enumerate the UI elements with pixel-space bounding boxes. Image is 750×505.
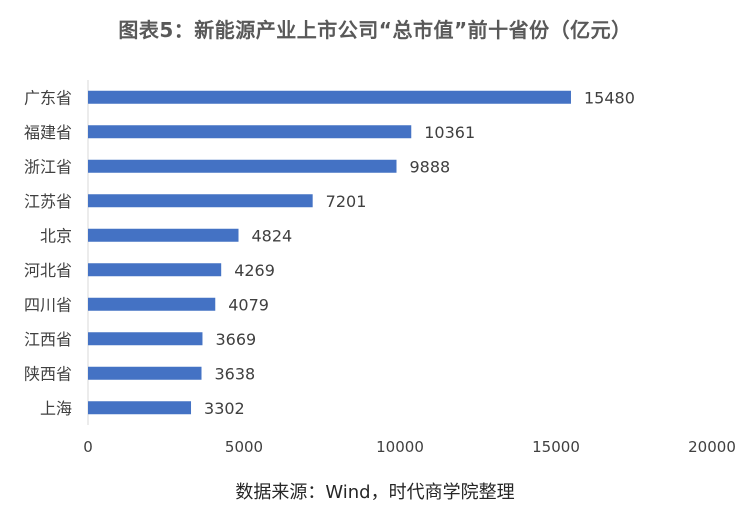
data-label: 7201 [326, 192, 367, 211]
data-label: 4079 [228, 295, 269, 314]
source-note: 数据来源：Wind，时代商学院整理 [235, 482, 515, 503]
chart-title: 图表5：新能源产业上市公司“总市值”前十省份（亿元） [118, 18, 632, 42]
bar-10 [88, 401, 192, 415]
bar-7 [88, 297, 216, 311]
category-label: 陕西省 [24, 364, 72, 383]
category-label: 北京 [40, 226, 72, 245]
bar-3 [88, 159, 397, 173]
category-label: 浙江省 [24, 157, 72, 176]
data-label: 3638 [215, 364, 256, 383]
x-tick-label: 10000 [376, 438, 424, 456]
data-label: 4269 [234, 261, 275, 280]
bar-2 [88, 125, 412, 139]
category-label: 河北省 [24, 261, 72, 280]
bar-8 [88, 332, 203, 346]
data-label: 4824 [252, 226, 293, 245]
bar-5 [88, 228, 239, 242]
x-tick-label: 15000 [532, 438, 580, 456]
data-label: 9888 [410, 157, 451, 176]
category-label: 四川省 [24, 295, 72, 314]
data-label: 3302 [204, 399, 245, 418]
bar-6 [88, 263, 222, 277]
bar-4 [88, 194, 313, 208]
data-label: 3669 [215, 330, 256, 349]
x-tick-label: 0 [83, 438, 93, 456]
bar-9 [88, 366, 202, 380]
x-tick-label: 5000 [225, 438, 263, 456]
bar-1 [88, 90, 571, 104]
category-label: 福建省 [24, 123, 72, 142]
x-tick-label: 20000 [688, 438, 736, 456]
category-label: 江西省 [24, 330, 72, 349]
data-label: 10361 [424, 123, 475, 142]
data-label: 15480 [584, 88, 635, 107]
category-label: 广东省 [24, 88, 72, 107]
category-label: 江苏省 [24, 192, 72, 211]
category-label: 上海 [40, 399, 72, 418]
